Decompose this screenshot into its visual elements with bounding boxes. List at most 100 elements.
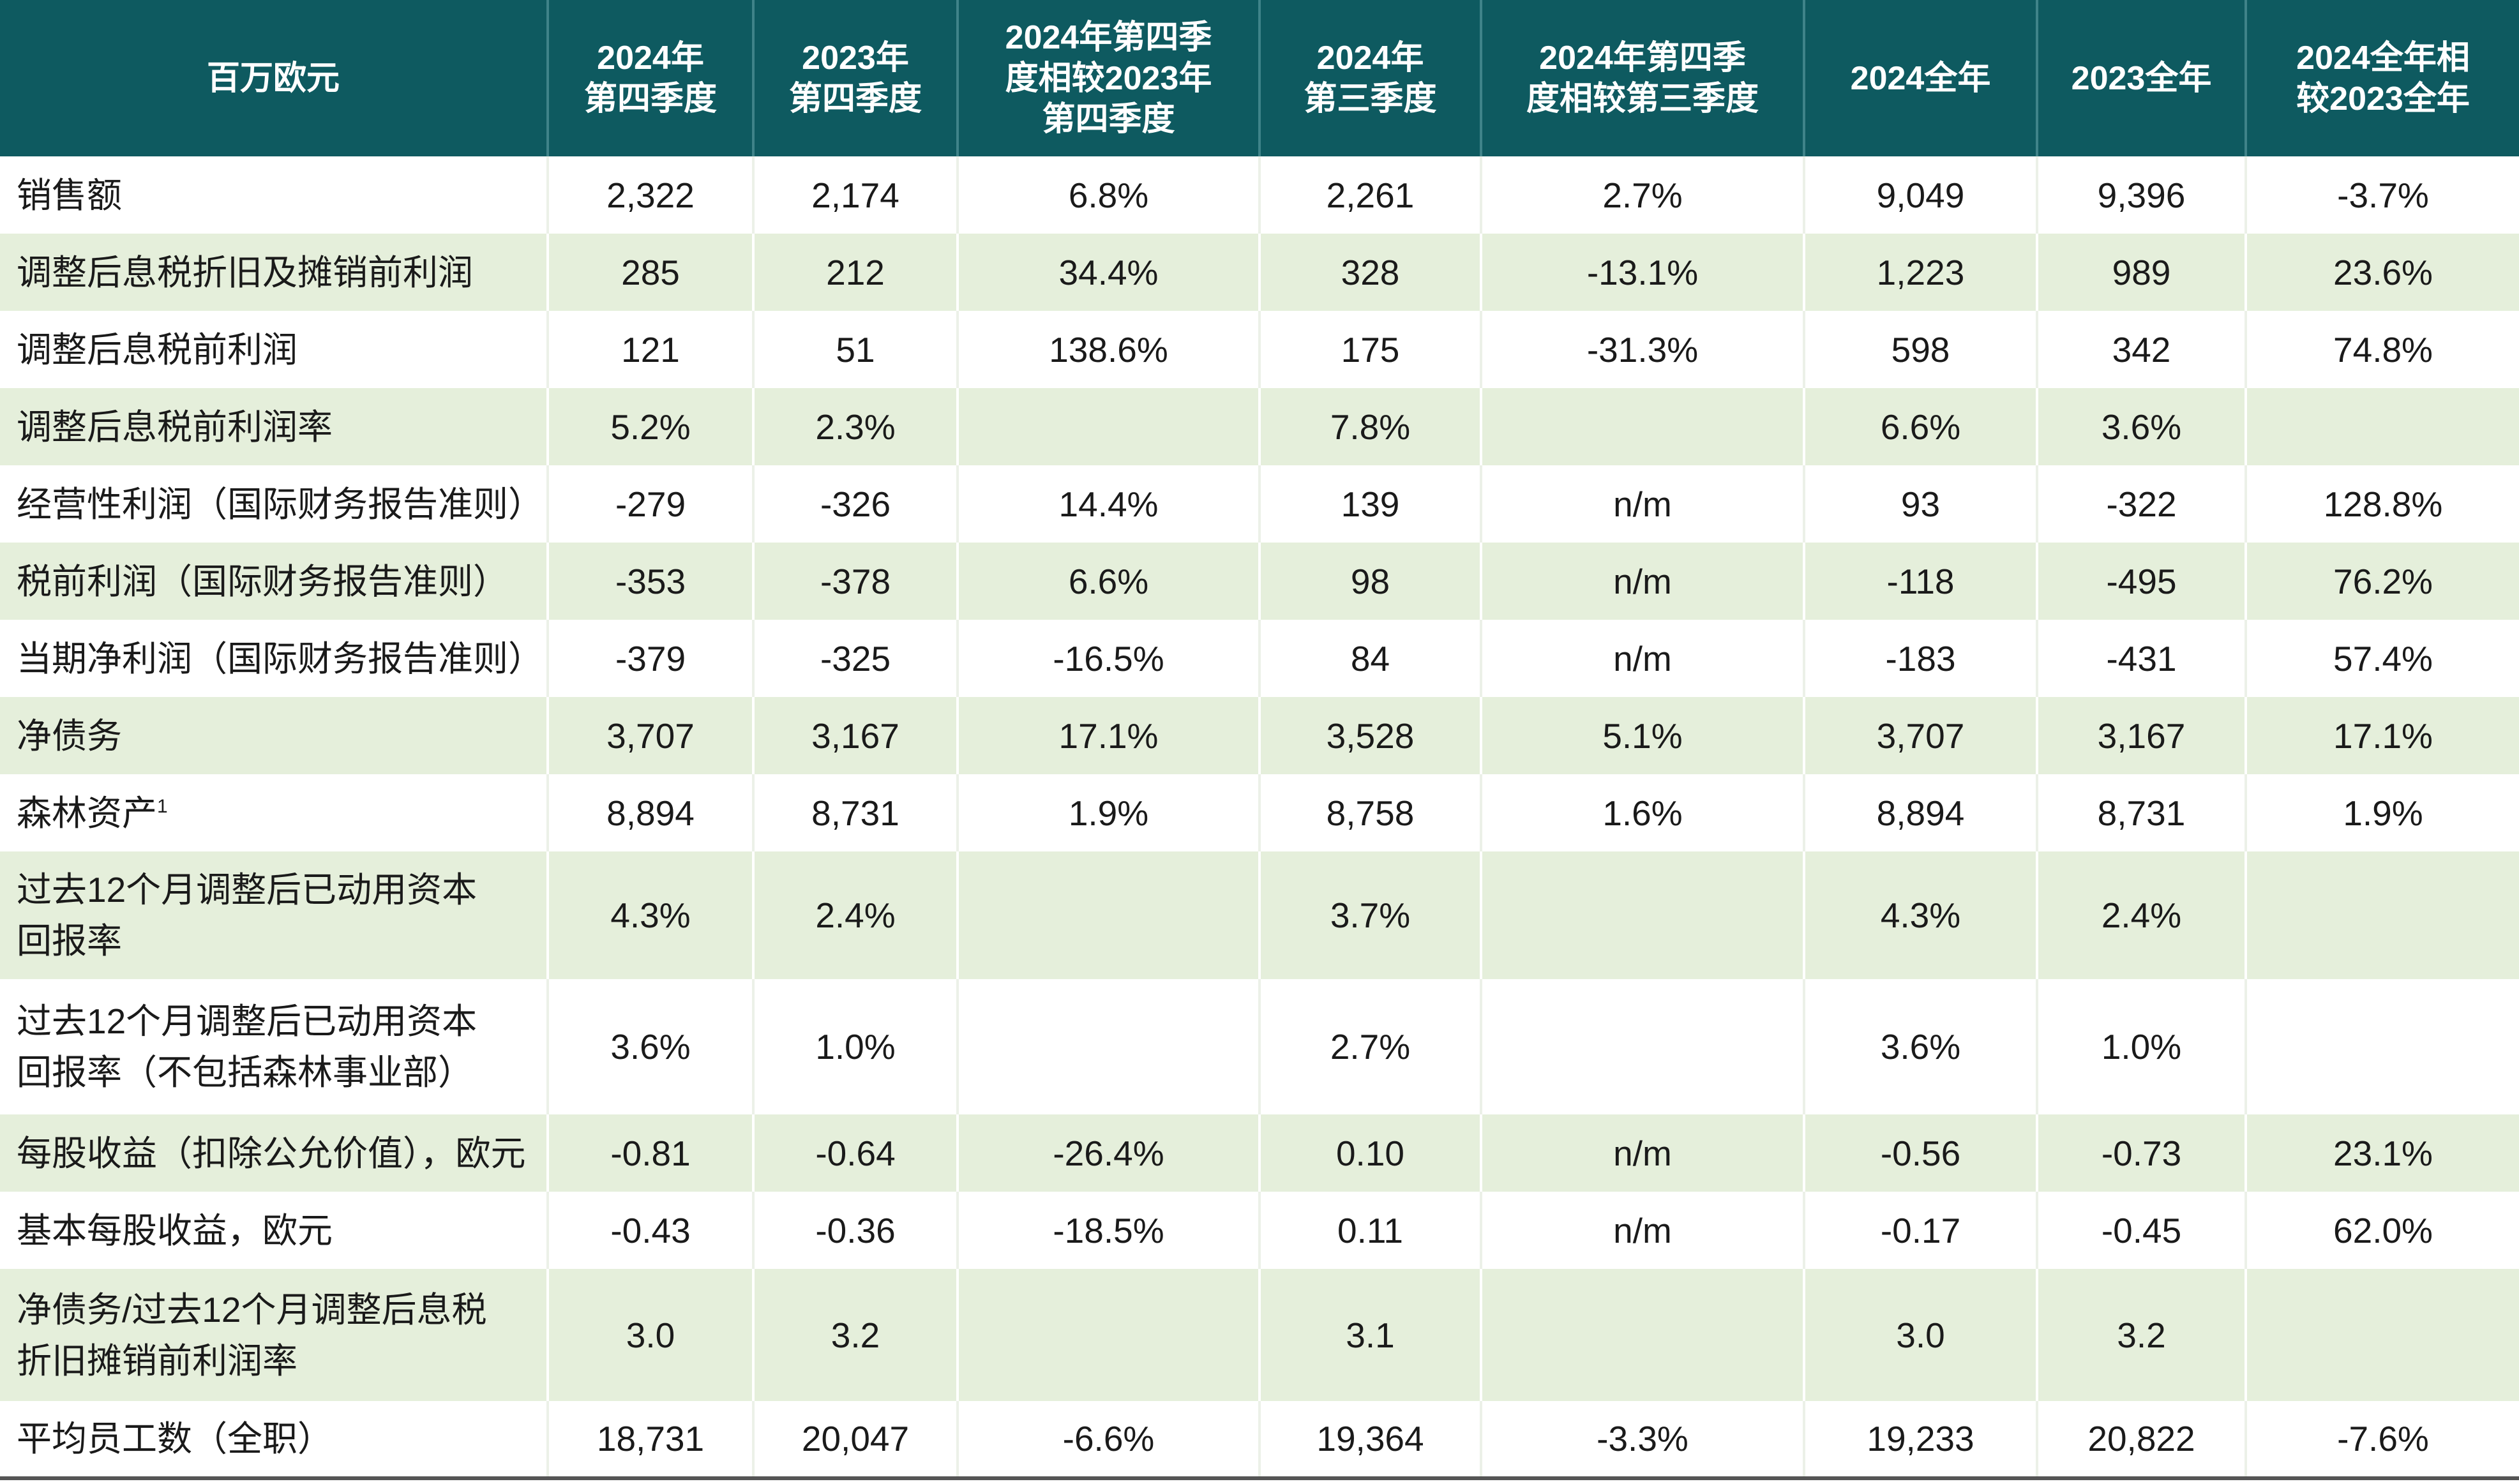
cell-value: -3.3% [1597, 1419, 1688, 1458]
header-text: 2024年第四季 [1005, 19, 1212, 56]
cell-value: 3.6% [610, 1027, 691, 1067]
cell-value: 8,731 [2097, 793, 2186, 833]
cell-value: 17.1% [2333, 716, 2433, 756]
table-row: 税前利润（国际财务报告准则） -353 -378 6.6% 98 n/m -118 -495 7… [0, 543, 2519, 620]
header-text: 第四季度 [1042, 100, 1175, 138]
cell-value: 62.0% [2333, 1210, 2433, 1250]
cell-value: -431 [2106, 638, 2177, 678]
value-cell: 285 [548, 234, 755, 311]
cell-value: 8,894 [1876, 793, 1965, 833]
row-label-text: 过去12个月调整后已动用资本 [17, 870, 477, 910]
cell-value: 5.2% [610, 407, 691, 447]
value-cell: 6.8% [958, 156, 1261, 234]
row-label: 调整后息税前利润率 [0, 388, 549, 465]
cell-value: 8,758 [1326, 793, 1415, 833]
value-cell: 9,396 [2037, 156, 2247, 234]
value-cell: 3.2 [753, 1269, 959, 1401]
value-cell: 84 [1260, 620, 1482, 697]
header-text: 2024年 [1316, 39, 1424, 77]
value-cell [958, 388, 1261, 465]
value-cell: -379 [548, 620, 755, 697]
value-cell: 57.4% [2246, 620, 2519, 697]
header-text: 2023年 [802, 39, 909, 77]
value-cell [2246, 851, 2519, 979]
value-cell: 4.3% [548, 851, 755, 979]
cell-value: 20,822 [2087, 1419, 2195, 1458]
cell-value: 2,322 [606, 175, 695, 215]
value-cell: -0.43 [548, 1192, 755, 1269]
header-row: 百万欧元 2024年 第四季度 2023年 第四季度 2024年第四季 度相较2023年 第四… [0, 0, 2519, 156]
cell-value: 2.4% [815, 896, 896, 935]
cell-value: 175 [1341, 329, 1400, 370]
value-cell: 8,894 [1804, 774, 2038, 851]
value-cell: -118 [1804, 543, 2038, 620]
cell-value: 98 [1350, 561, 1390, 601]
value-cell: -495 [2037, 543, 2247, 620]
value-cell: 4.3% [1804, 851, 2038, 979]
cell-value: 2.7% [1602, 175, 1683, 215]
value-cell: 128.8% [2246, 465, 2519, 543]
value-cell: -0.36 [753, 1192, 959, 1269]
value-cell: 3.6% [1804, 979, 2038, 1114]
cell-value: 121 [621, 329, 680, 370]
cell-value: 3,167 [2097, 716, 2186, 756]
table-row: 过去12个月调整后已动用资本 回报率 4.3% 2.4% 3.7% 4.3% 2.4% [0, 851, 2519, 979]
row-label: 森林资产1 [0, 774, 549, 851]
value-cell: n/m [1481, 465, 1805, 543]
value-cell: -16.5% [958, 620, 1261, 697]
value-cell: -0.45 [2037, 1192, 2247, 1269]
row-label-text: 净债务/过去12个月调整后息税 [17, 1289, 487, 1330]
row-label-text: 税前利润（国际财务报告准则） [17, 561, 509, 601]
value-cell: 121 [548, 311, 755, 388]
cell-value: 23.6% [2333, 252, 2433, 292]
cell-value: -183 [1885, 638, 1956, 678]
cell-value: 51 [836, 329, 875, 370]
row-label-text: 销售额 [17, 175, 123, 215]
value-cell: 3.7% [1260, 851, 1482, 979]
cell-value: 6.6% [1880, 407, 1961, 447]
cell-value: -379 [615, 638, 686, 678]
cell-value: -26.4% [1053, 1133, 1164, 1173]
value-cell: 1.0% [753, 979, 959, 1114]
cell-value: -0.81 [610, 1133, 691, 1173]
value-cell: 23.6% [2246, 234, 2519, 311]
value-cell: 5.1% [1481, 697, 1805, 774]
value-cell: 989 [2037, 234, 2247, 311]
cell-value: 598 [1891, 329, 1950, 370]
value-cell: -3.3% [1481, 1401, 1805, 1480]
row-label: 平均员工数（全职） [0, 1401, 549, 1480]
value-cell [958, 1269, 1261, 1401]
row-label-text: 平均员工数（全职） [17, 1419, 333, 1458]
cell-value: 2,261 [1326, 175, 1415, 215]
cell-value: n/m [1613, 1133, 1672, 1173]
cell-value: 19,233 [1867, 1419, 1974, 1458]
cell-value: -31.3% [1586, 329, 1699, 370]
value-cell [2246, 1269, 2519, 1401]
value-cell [2246, 388, 2519, 465]
row-label: 每股收益（扣除公允价值），欧元 [0, 1114, 549, 1192]
cell-value: 1,223 [1876, 252, 1965, 292]
value-cell: 18,731 [548, 1401, 755, 1480]
row-label: 净债务 [0, 697, 549, 774]
cell-value: -0.43 [610, 1210, 691, 1250]
cell-value: 285 [621, 252, 680, 292]
cell-value: -13.1% [1586, 252, 1699, 292]
value-cell: -325 [753, 620, 959, 697]
value-cell: 62.0% [2246, 1192, 2519, 1269]
value-cell [1481, 979, 1805, 1114]
value-cell: -13.1% [1481, 234, 1805, 311]
value-cell: 20,047 [753, 1401, 959, 1480]
row-label-text: 回报率（不包括森林事业部） [17, 1053, 474, 1092]
cell-value: -6.6% [1062, 1419, 1155, 1458]
table-row: 经营性利润（国际财务报告准则） -279 -326 14.4% 139 n/m 93 -322… [0, 465, 2519, 543]
value-cell: 98 [1260, 543, 1482, 620]
header-text: 2024全年 [1850, 59, 1991, 97]
cell-value: -326 [820, 484, 891, 524]
table-row: 净债务 3,707 3,167 17.1% 3,528 5.1% 3,707 3,167 17.… [0, 697, 2519, 774]
value-cell: -3.7% [2246, 156, 2519, 234]
value-cell: 2.4% [2037, 851, 2247, 979]
value-cell: -0.81 [548, 1114, 755, 1192]
value-cell: 1.9% [958, 774, 1261, 851]
cell-value: -353 [615, 561, 686, 601]
